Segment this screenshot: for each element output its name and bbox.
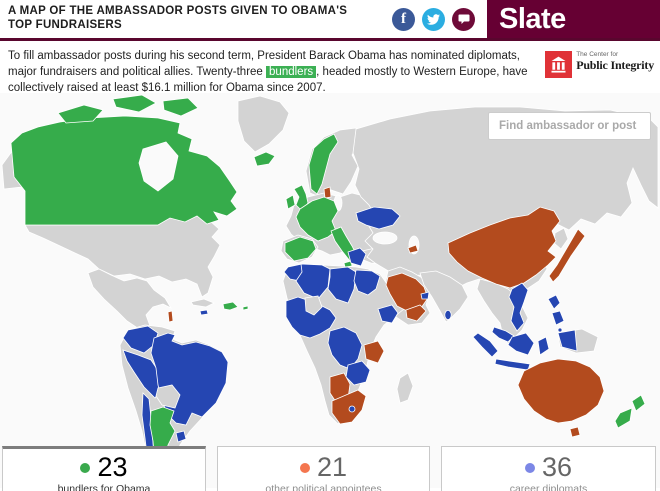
- cpi-small-text: The Center for: [576, 51, 619, 58]
- legend-political-appointees[interactable]: 21 other political appointees: [217, 446, 430, 491]
- country-indonesia-sumatra[interactable]: [472, 332, 499, 358]
- country-ethiopia[interactable]: [377, 304, 399, 324]
- career-dot-icon: [524, 462, 535, 473]
- country-denmark[interactable]: [323, 186, 332, 199]
- page-title: A MAP OF THE AMBASSADOR POSTS GIVEN TO O…: [0, 0, 392, 38]
- country-south-africa[interactable]: [331, 389, 367, 425]
- political-count: 21: [316, 452, 348, 482]
- black-sea: [372, 231, 398, 245]
- slate-logo-block[interactable]: Slate: [487, 0, 660, 38]
- country-mexico[interactable]: [87, 268, 173, 341]
- country-sri-lanka[interactable]: [444, 309, 452, 320]
- search-input[interactable]: [488, 112, 651, 140]
- country-cuba[interactable]: [190, 298, 215, 308]
- career-label: career diplomats: [509, 483, 588, 491]
- country-ireland[interactable]: [285, 194, 296, 210]
- country-uae[interactable]: [420, 291, 430, 300]
- country-puerto-rico[interactable]: [242, 305, 249, 311]
- bundler-label: bundlers for Obama: [57, 483, 151, 491]
- country-uruguay[interactable]: [175, 430, 187, 443]
- column-icon: [545, 51, 573, 78]
- country-dominican-republic[interactable]: [222, 301, 239, 311]
- cpi-big-text: Public Integrity: [576, 58, 654, 72]
- public-integrity-logo: The Center for Public Integrity: [545, 48, 654, 87]
- career-count: 36: [541, 452, 573, 482]
- country-greenland[interactable]: [237, 95, 290, 153]
- country-azerbaijan[interactable]: [407, 244, 419, 254]
- country-china[interactable]: [447, 206, 561, 289]
- bundler-dot-icon: [80, 462, 91, 473]
- hudson-bay-overlay: [138, 141, 179, 192]
- country-colombia[interactable]: [122, 325, 159, 354]
- country-tanzania[interactable]: [363, 340, 385, 364]
- bundler-count: 23: [97, 452, 128, 482]
- country-new-zealand-south[interactable]: [614, 407, 633, 429]
- country-belize[interactable]: [167, 310, 174, 323]
- country-greece[interactable]: [347, 247, 367, 267]
- country-yemen[interactable]: [405, 304, 427, 322]
- country-indonesia-sulawesi[interactable]: [537, 336, 550, 356]
- legend-bundlers[interactable]: 23 bundlers for Obama: [2, 446, 206, 491]
- world-map-svg: [1, 94, 659, 488]
- country-malaysia[interactable]: [491, 326, 515, 343]
- country-australia-tasmania[interactable]: [569, 426, 581, 438]
- region-asia[interactable]: [352, 106, 659, 294]
- country-canada-arctic-1[interactable]: [57, 104, 104, 124]
- country-philippines-3[interactable]: [557, 327, 563, 333]
- political-label: other political appointees: [265, 483, 382, 491]
- intro-paragraph: To fill ambassador posts during his seco…: [8, 50, 528, 95]
- country-philippines-2[interactable]: [551, 310, 565, 326]
- country-lesotho[interactable]: [348, 405, 356, 413]
- page-header: A MAP OF THE AMBASSADOR POSTS GIVEN TO O…: [0, 0, 660, 41]
- slate-logo: Slate: [499, 2, 566, 35]
- country-norway[interactable]: [308, 133, 339, 195]
- country-italy-sicily[interactable]: [343, 260, 353, 268]
- bundlers-highlight[interactable]: bundlers: [266, 66, 317, 79]
- country-philippines-1[interactable]: [547, 294, 561, 310]
- title-line-1: A MAP OF THE AMBASSADOR POSTS GIVEN TO O…: [8, 5, 348, 17]
- intro-section: To fill ambassador posts during his seco…: [0, 41, 660, 95]
- country-canada[interactable]: [10, 115, 238, 226]
- country-iceland[interactable]: [253, 151, 276, 167]
- country-indonesia-java[interactable]: [494, 358, 531, 371]
- world-map: 23 bundlers for Obama 21 other political…: [0, 93, 660, 491]
- country-ukraine[interactable]: [355, 206, 401, 230]
- country-japan[interactable]: [548, 228, 586, 283]
- title-line-2: TOP FUNDRAISERS: [8, 18, 122, 31]
- twitter-icon[interactable]: [422, 7, 445, 31]
- country-canada-arctic-2[interactable]: [112, 94, 157, 113]
- country-indonesia-borneo[interactable]: [507, 332, 535, 356]
- social-buttons: f: [392, 0, 475, 38]
- country-libya[interactable]: [327, 266, 357, 304]
- country-egypt[interactable]: [353, 269, 381, 296]
- country-mali[interactable]: [304, 295, 323, 316]
- country-korea[interactable]: [553, 227, 569, 250]
- country-indonesia-papua[interactable]: [557, 329, 578, 352]
- country-jamaica[interactable]: [199, 309, 209, 316]
- facebook-icon[interactable]: f: [392, 7, 415, 31]
- country-madagascar[interactable]: [396, 372, 414, 404]
- country-spain-portugal[interactable]: [284, 236, 317, 262]
- country-australia[interactable]: [517, 358, 605, 424]
- legend-career-diplomats[interactable]: 36 career diplomats: [441, 446, 656, 491]
- comment-icon[interactable]: [452, 7, 475, 31]
- country-vietnam[interactable]: [508, 282, 529, 332]
- country-india[interactable]: [419, 270, 469, 323]
- political-dot-icon: [299, 462, 310, 473]
- country-bolivia[interactable]: [155, 384, 181, 409]
- country-new-zealand-north[interactable]: [631, 394, 646, 412]
- country-canada-arctic-3[interactable]: [162, 97, 199, 117]
